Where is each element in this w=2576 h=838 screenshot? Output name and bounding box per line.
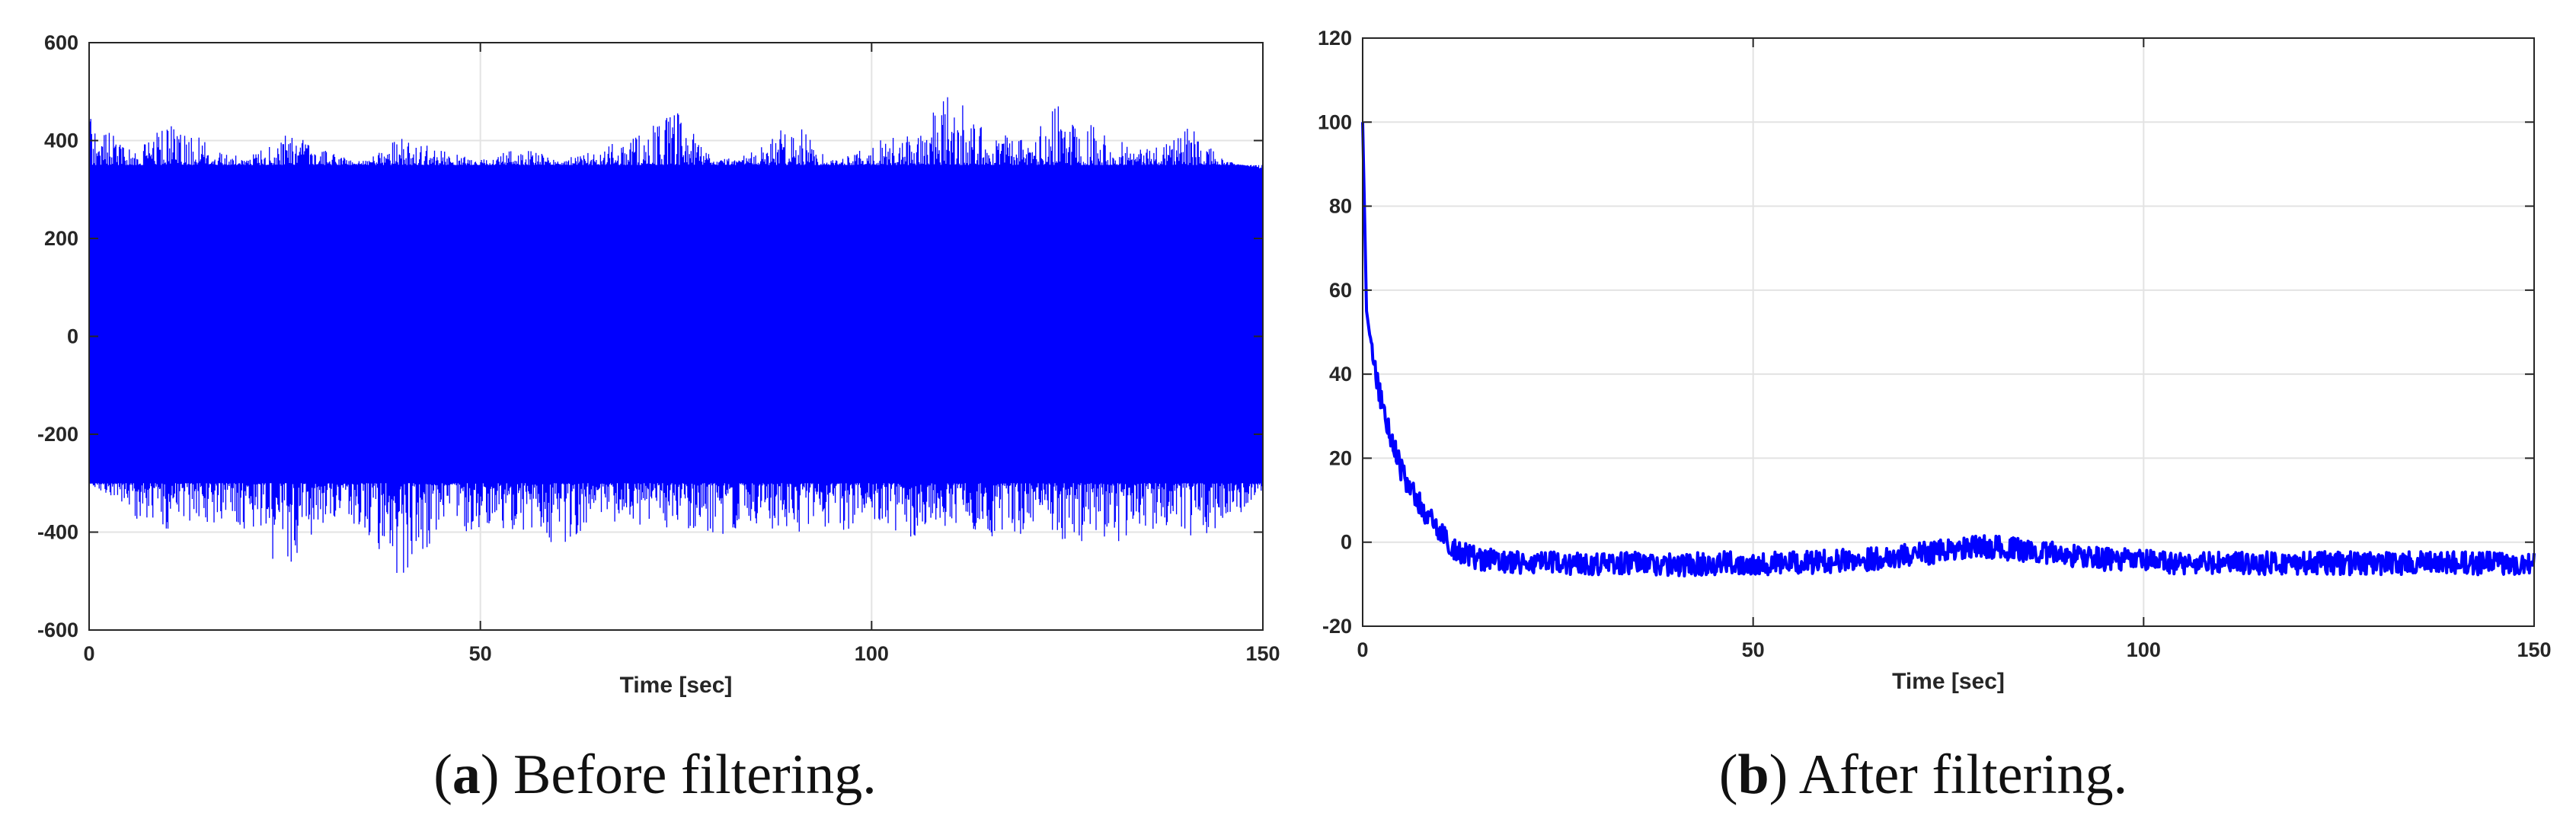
a-xtick-label-2: 100: [855, 642, 889, 665]
a-xtick-label-0: 0: [83, 642, 94, 665]
caption-b: (b) After filtering.: [1718, 744, 2128, 806]
b-xaxis-label: Time [sec]: [1892, 669, 2005, 694]
a-ytick-label-2: -200: [37, 423, 78, 446]
a-ytick-label-6: 600: [44, 31, 78, 54]
caption-a: (a) Before filtering.: [433, 744, 877, 806]
b-ytick-label-3: 40: [1329, 363, 1352, 385]
b-ytick-label-4: 60: [1329, 279, 1352, 302]
b-xtick-label-1: 50: [1742, 638, 1765, 661]
b-xtick-label-2: 100: [2127, 638, 2161, 661]
b-ytick-label-7: 120: [1318, 27, 1352, 50]
b-xtick-label-3: 150: [2517, 638, 2551, 661]
b-series-filtered-line: [1361, 122, 2536, 577]
b-ytick-label-6: 100: [1318, 110, 1352, 133]
caption-a-letter: a: [452, 744, 481, 806]
a-ytick-label-5: 400: [44, 130, 78, 152]
b-ytick-label-0: -20: [1322, 615, 1352, 638]
caption-b-text: After filtering.: [1798, 744, 2128, 806]
chart-panel-a: 0 50 100 150 -600 -400 -200 0 200 400 600 Time [sec…: [37, 31, 1280, 698]
b-ytick-label-1: 0: [1341, 531, 1352, 554]
a-xtick-label-1: 50: [469, 642, 492, 665]
a-series-noise-spikes: [88, 97, 1264, 573]
a-xaxis-label: Time [sec]: [620, 673, 733, 698]
a-ytick-label-3: 0: [67, 325, 78, 348]
a-ytick-label-4: 200: [44, 227, 78, 250]
a-ytick-label-0: -600: [37, 619, 78, 641]
b-ytick-label-5: 80: [1329, 195, 1352, 218]
b-ytick-label-2: 20: [1329, 446, 1352, 469]
a-xtick-label-3: 150: [1245, 642, 1280, 665]
b-xtick-label-0: 0: [1357, 638, 1368, 661]
b-axes-frame: [1362, 37, 2535, 627]
a-ytick-label-1: -400: [37, 521, 78, 544]
caption-a-text: Before filtering.: [513, 744, 877, 806]
caption-b-letter: b: [1737, 744, 1769, 806]
